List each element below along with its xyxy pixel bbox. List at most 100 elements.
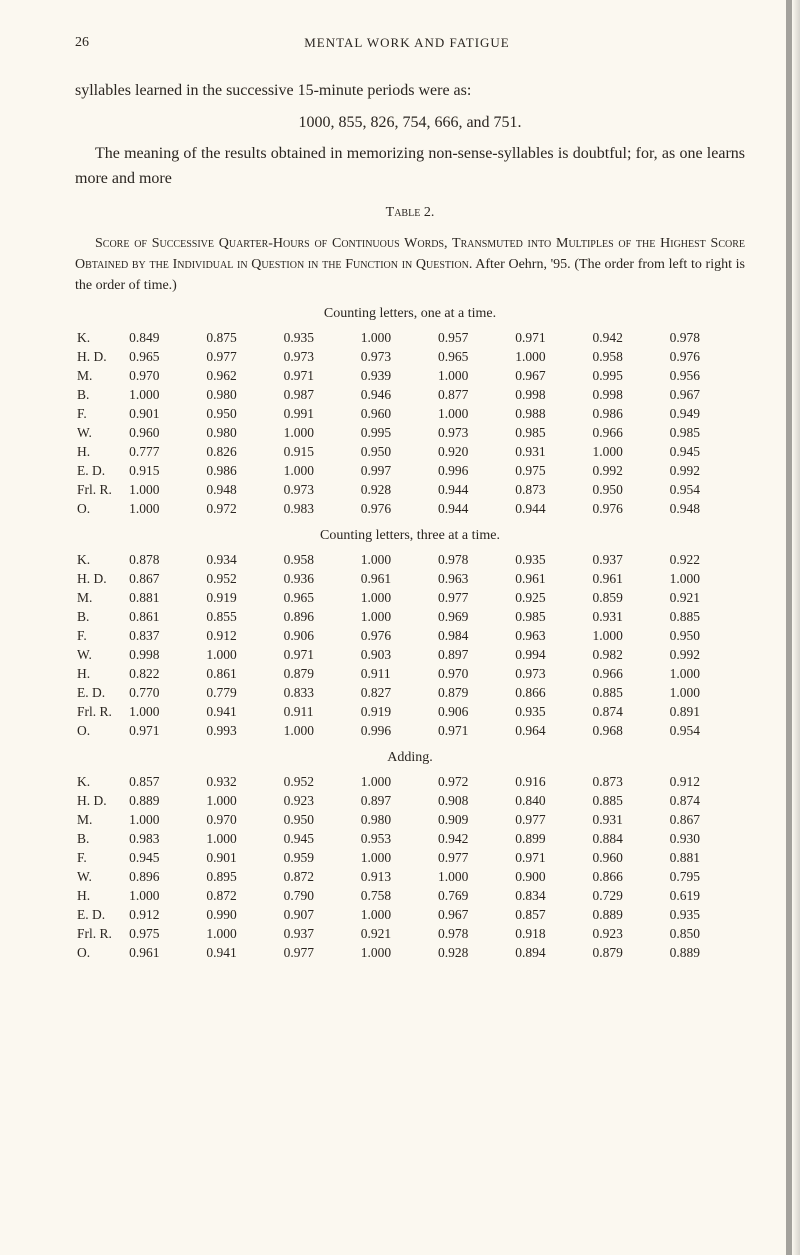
cell-value: 0.619 [668, 886, 745, 905]
cell-value: 0.822 [127, 664, 204, 683]
table-row: H. D.0.8670.9520.9360.9610.9630.9610.961… [75, 569, 745, 588]
table-row: O.0.9710.9931.0000.9960.9710.9640.9680.9… [75, 721, 745, 740]
cell-value: 0.988 [513, 404, 590, 423]
cell-value: 0.941 [204, 943, 281, 962]
cell-value: 1.000 [436, 867, 513, 886]
cell-value: 0.911 [282, 702, 359, 721]
cell-value: 0.960 [590, 848, 667, 867]
cell-value: 0.942 [590, 328, 667, 347]
cell-value: 0.919 [204, 588, 281, 607]
table-row: M.0.9700.9620.9710.9391.0000.9670.9950.9… [75, 366, 745, 385]
cell-value: 0.950 [668, 626, 745, 645]
cell-value: 0.969 [436, 607, 513, 626]
cell-value: 0.937 [590, 550, 667, 569]
cell-value: 0.973 [513, 664, 590, 683]
cell-value: 1.000 [127, 499, 204, 518]
cell-value: 0.978 [668, 328, 745, 347]
cell-value: 0.986 [204, 461, 281, 480]
cell-value: 0.973 [359, 347, 436, 366]
cell-value: 0.915 [282, 442, 359, 461]
cell-value: 0.966 [590, 664, 667, 683]
cell-value: 0.894 [513, 943, 590, 962]
cell-value: 0.901 [204, 848, 281, 867]
cell-value: 0.971 [513, 848, 590, 867]
cell-value: 0.990 [204, 905, 281, 924]
cell-value: 0.967 [436, 905, 513, 924]
cell-value: 1.000 [359, 848, 436, 867]
cell-value: 0.874 [590, 702, 667, 721]
cell-value: 0.980 [204, 385, 281, 404]
cell-value: 0.961 [127, 943, 204, 962]
table-row: W.0.9981.0000.9710.9030.8970.9940.9820.9… [75, 645, 745, 664]
cell-value: 0.973 [282, 347, 359, 366]
cell-value: 0.973 [436, 423, 513, 442]
row-label: E. D. [75, 461, 127, 480]
cell-value: 1.000 [359, 943, 436, 962]
cell-value: 0.983 [282, 499, 359, 518]
cell-value: 0.758 [359, 886, 436, 905]
cell-value: 0.861 [127, 607, 204, 626]
cell-value: 0.963 [513, 626, 590, 645]
cell-value: 0.873 [590, 772, 667, 791]
cell-value: 0.992 [590, 461, 667, 480]
cell-value: 0.961 [590, 569, 667, 588]
paragraph-1: syllables learned in the successive 15-m… [75, 79, 745, 104]
cell-value: 0.769 [436, 886, 513, 905]
cell-value: 0.976 [359, 626, 436, 645]
cell-value: 0.980 [204, 423, 281, 442]
cell-value: 0.928 [436, 943, 513, 962]
cell-value: 0.790 [282, 886, 359, 905]
table-row: K.0.8570.9320.9521.0000.9720.9160.8730.9… [75, 772, 745, 791]
table-row: K.0.8780.9340.9581.0000.9780.9350.9370.9… [75, 550, 745, 569]
cell-value: 0.921 [668, 588, 745, 607]
row-label: F. [75, 404, 127, 423]
cell-value: 0.996 [359, 721, 436, 740]
cell-value: 0.827 [359, 683, 436, 702]
cell-value: 0.872 [204, 886, 281, 905]
page-header: 26 MENTAL WORK AND FATIGUE [75, 35, 745, 51]
cell-value: 1.000 [359, 772, 436, 791]
cell-value: 0.901 [127, 404, 204, 423]
cell-value: 0.906 [282, 626, 359, 645]
cell-value: 0.885 [590, 683, 667, 702]
cell-value: 0.967 [513, 366, 590, 385]
cell-value: 0.837 [127, 626, 204, 645]
table-row: W.0.8960.8950.8720.9131.0000.9000.8660.7… [75, 867, 745, 886]
row-label: H. D. [75, 569, 127, 588]
cell-value: 0.959 [282, 848, 359, 867]
cell-value: 0.912 [204, 626, 281, 645]
cell-value: 1.000 [359, 905, 436, 924]
row-label: K. [75, 328, 127, 347]
cell-value: 0.921 [359, 924, 436, 943]
cell-value: 0.849 [127, 328, 204, 347]
cell-value: 0.995 [359, 423, 436, 442]
cell-value: 0.996 [436, 461, 513, 480]
row-label: K. [75, 772, 127, 791]
cell-value: 1.000 [668, 664, 745, 683]
cell-value: 0.992 [668, 461, 745, 480]
cell-value: 0.958 [590, 347, 667, 366]
table-row: H.1.0000.8720.7900.7580.7690.8340.7290.6… [75, 886, 745, 905]
row-label: Frl. R. [75, 480, 127, 499]
table-row: B.0.8610.8550.8961.0000.9690.9850.9310.8… [75, 607, 745, 626]
table-description: Score of Successive Quarter-Hours of Con… [75, 233, 745, 296]
row-label: O. [75, 499, 127, 518]
cell-value: 0.957 [436, 328, 513, 347]
row-label: M. [75, 366, 127, 385]
cell-value: 0.975 [513, 461, 590, 480]
cell-value: 0.925 [513, 588, 590, 607]
table-row: Frl. R.1.0000.9410.9110.9190.9060.9350.8… [75, 702, 745, 721]
table-row: F.0.9450.9010.9591.0000.9770.9710.9600.8… [75, 848, 745, 867]
table-2: K.0.8780.9340.9581.0000.9780.9350.9370.9… [75, 550, 745, 740]
table-row: B.0.9831.0000.9450.9530.9420.8990.8840.9… [75, 829, 745, 848]
cell-value: 0.949 [668, 404, 745, 423]
cell-value: 1.000 [436, 366, 513, 385]
cell-value: 0.950 [590, 480, 667, 499]
cell-value: 0.881 [127, 588, 204, 607]
cell-value: 1.000 [204, 645, 281, 664]
cell-value: 0.939 [359, 366, 436, 385]
cell-value: 0.896 [127, 867, 204, 886]
cell-value: 0.978 [436, 550, 513, 569]
cell-value: 0.920 [436, 442, 513, 461]
table-row: K.0.8490.8750.9351.0000.9570.9710.9420.9… [75, 328, 745, 347]
